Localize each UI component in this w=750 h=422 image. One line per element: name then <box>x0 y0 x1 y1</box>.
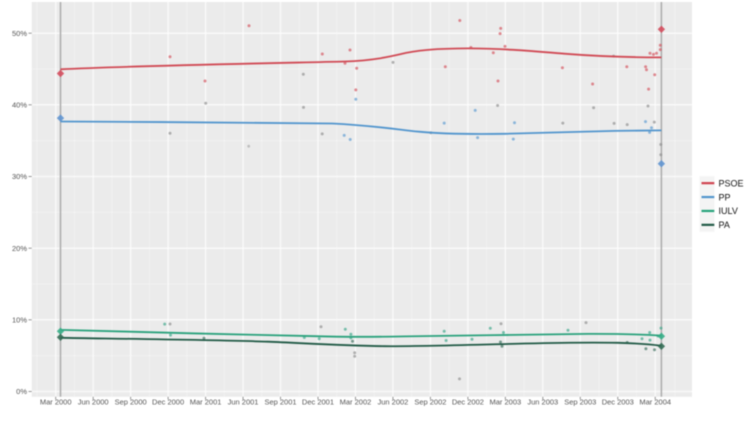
svg-text:Jun 2002: Jun 2002 <box>377 398 408 407</box>
svg-text:Jun 2003: Jun 2003 <box>527 398 558 407</box>
svg-text:0%: 0% <box>16 387 27 396</box>
svg-text:50%: 50% <box>12 29 27 38</box>
svg-text:IULV: IULV <box>719 206 738 216</box>
svg-text:20%: 20% <box>12 244 27 253</box>
svg-text:Dec 2003: Dec 2003 <box>602 398 634 407</box>
svg-text:Mar 2003: Mar 2003 <box>489 398 521 407</box>
svg-text:30%: 30% <box>12 172 27 181</box>
svg-text:Sep 2001: Sep 2001 <box>264 398 296 407</box>
svg-text:Mar 2001: Mar 2001 <box>190 398 222 407</box>
svg-text:Sep 2002: Sep 2002 <box>414 398 446 407</box>
svg-text:Mar 2004: Mar 2004 <box>639 398 671 407</box>
svg-text:Dec 2002: Dec 2002 <box>452 398 484 407</box>
svg-text:PSOE: PSOE <box>719 178 744 188</box>
svg-text:Mar 2000: Mar 2000 <box>40 398 72 407</box>
svg-text:10%: 10% <box>12 315 27 324</box>
svg-text:PP: PP <box>719 192 731 202</box>
svg-text:Dec 2000: Dec 2000 <box>152 398 184 407</box>
svg-text:Jun 2001: Jun 2001 <box>228 398 259 407</box>
svg-text:Jun 2000: Jun 2000 <box>78 398 109 407</box>
svg-text:PA: PA <box>719 220 730 230</box>
svg-text:Sep 2000: Sep 2000 <box>115 398 147 407</box>
svg-text:Dec 2001: Dec 2001 <box>302 398 334 407</box>
svg-text:Mar 2002: Mar 2002 <box>340 398 372 407</box>
svg-text:Sep 2003: Sep 2003 <box>564 398 596 407</box>
svg-text:40%: 40% <box>12 100 27 109</box>
